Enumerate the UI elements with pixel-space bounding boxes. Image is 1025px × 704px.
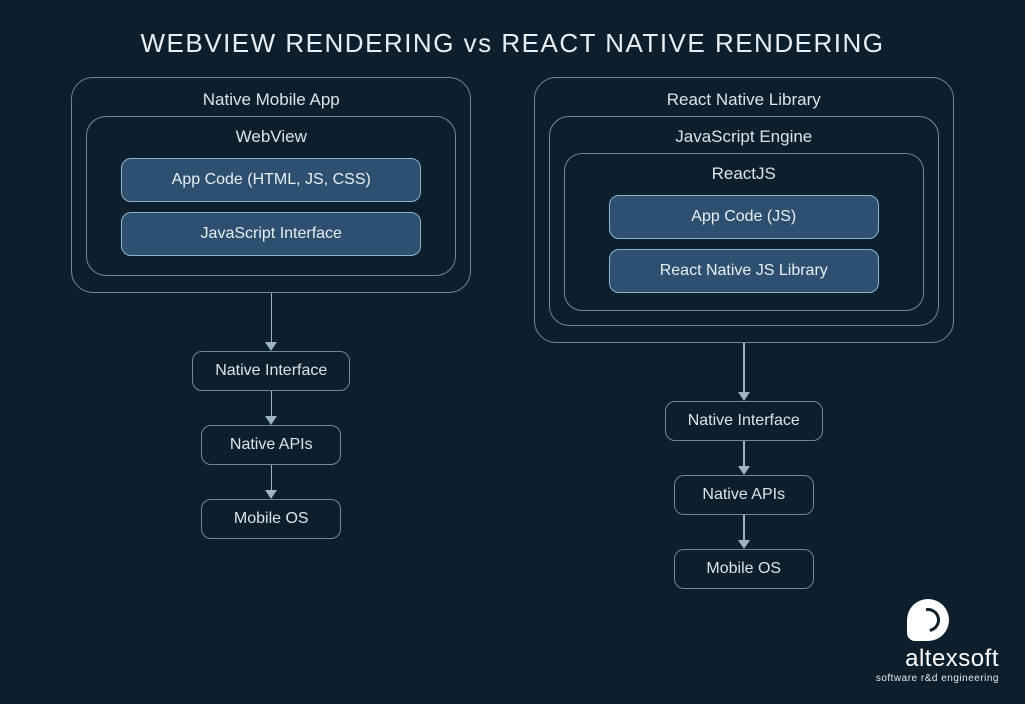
logo-brand: altexsoft [905, 645, 999, 673]
app-code-box: App Code (HTML, JS, CSS) [121, 158, 421, 202]
rn-js-library-box: React Native JS Library [609, 249, 879, 293]
arrow-icon [738, 515, 750, 549]
arrow-icon [265, 391, 277, 425]
mobile-os-box: Mobile OS [201, 499, 341, 539]
logo-tagline: software r&d engineering [876, 673, 999, 684]
native-interface-box: Native Interface [192, 351, 350, 391]
outer-label: Native Mobile App [203, 86, 340, 116]
js-engine-box: JavaScript Engine ReactJS App Code (JS) … [549, 116, 939, 326]
inner-label: ReactJS [712, 160, 776, 190]
logo-icon [907, 599, 949, 641]
mobile-os-box: Mobile OS [674, 549, 814, 589]
react-native-library-box: React Native Library JavaScript Engine R… [534, 77, 954, 343]
mid-label: JavaScript Engine [675, 123, 812, 153]
outer-label: React Native Library [667, 86, 821, 116]
webview-column: Native Mobile App WebView App Code (HTML… [71, 77, 471, 589]
app-code-js-box: App Code (JS) [609, 195, 879, 239]
altexsoft-logo: altexsoft software r&d engineering [876, 599, 999, 684]
js-interface-box: JavaScript Interface [121, 212, 421, 256]
mid-label: WebView [236, 123, 307, 153]
arrow-icon [265, 293, 277, 351]
webview-box: WebView App Code (HTML, JS, CSS) JavaScr… [86, 116, 456, 276]
native-mobile-app-box: Native Mobile App WebView App Code (HTML… [71, 77, 471, 293]
native-interface-box: Native Interface [665, 401, 823, 441]
diagram-title: WEBVIEW RENDERING vs REACT NATIVE RENDER… [0, 0, 1025, 77]
arrow-icon [738, 343, 750, 401]
arrow-icon [738, 441, 750, 475]
arrow-icon [265, 465, 277, 499]
react-native-column: React Native Library JavaScript Engine R… [534, 77, 954, 589]
reactjs-box: ReactJS App Code (JS) React Native JS Li… [564, 153, 924, 311]
native-apis-box: Native APIs [201, 425, 341, 465]
native-apis-box: Native APIs [674, 475, 814, 515]
diagram-columns: Native Mobile App WebView App Code (HTML… [0, 77, 1025, 589]
